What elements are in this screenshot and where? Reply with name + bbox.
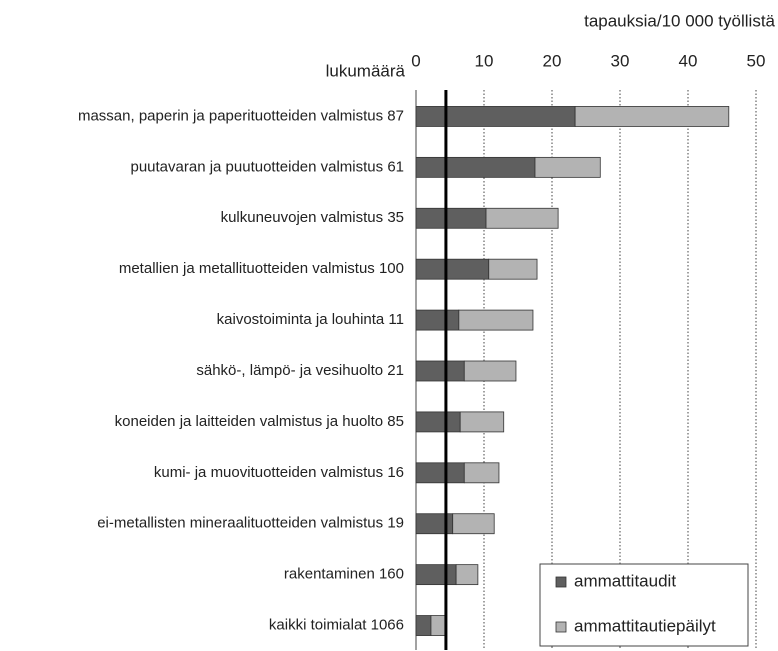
x-tick-label: 20 bbox=[543, 51, 562, 70]
category-label: ei-metallisten mineraalituotteiden valmi… bbox=[97, 515, 404, 532]
bar-segment bbox=[415, 106, 576, 127]
legend-swatch bbox=[555, 576, 567, 588]
x-tick-label: 40 bbox=[679, 51, 698, 70]
legend-box bbox=[539, 563, 749, 647]
x-tick-label: 50 bbox=[747, 51, 766, 70]
bar-segment bbox=[415, 360, 465, 382]
bar-segment bbox=[415, 258, 490, 280]
bar-segment bbox=[415, 156, 536, 178]
category-label: kaivostoiminta ja louhinta 11 bbox=[217, 311, 404, 328]
bar-segment bbox=[458, 309, 534, 331]
bar-segment bbox=[452, 513, 495, 535]
category-label: massan, paperin ja paperituotteiden valm… bbox=[78, 107, 404, 124]
bar-segment bbox=[415, 309, 460, 331]
bar-segment bbox=[415, 615, 432, 636]
category-label: sähkö-, lämpö- ja vesihuolto 21 bbox=[196, 362, 404, 379]
bar-segment bbox=[574, 106, 730, 127]
category-label: kulkuneuvojen valmistus 35 bbox=[221, 209, 404, 226]
x-axis-label: tapauksia/10 000 työllistä bbox=[584, 11, 775, 30]
category-label: puutavaran ja puutuotteiden valmistus 61 bbox=[130, 158, 404, 175]
bar-segment bbox=[459, 411, 505, 433]
category-label: kumi- ja muovituotteiden valmistus 16 bbox=[154, 464, 404, 481]
legend-label: ammattitaudit bbox=[574, 571, 676, 590]
bar-segment bbox=[534, 156, 601, 178]
x-tick-label: 10 bbox=[475, 51, 494, 70]
category-label: kaikki toimialat 1066 bbox=[269, 617, 404, 634]
bar-segment bbox=[463, 462, 500, 484]
bar-segment bbox=[415, 462, 465, 484]
bar-segment bbox=[415, 207, 487, 229]
category-label: koneiden ja laitteiden valmistus ja huol… bbox=[115, 413, 404, 430]
bar-segment bbox=[415, 564, 457, 586]
bar-segment bbox=[485, 207, 559, 229]
bar-segment bbox=[488, 258, 538, 280]
y-axis-label: lukumäärä bbox=[326, 61, 406, 80]
x-tick-label: 30 bbox=[611, 51, 630, 70]
x-tick-label: 0 bbox=[411, 51, 420, 70]
category-label: metallien ja metallituotteiden valmistus… bbox=[119, 260, 404, 277]
legend-swatch bbox=[555, 621, 567, 633]
bar-segment bbox=[455, 564, 479, 586]
bar-segment bbox=[430, 615, 447, 636]
category-label: rakentaminen 160 bbox=[284, 566, 404, 583]
bar-segment bbox=[463, 360, 517, 382]
legend-label: ammattitautiepäilyt bbox=[574, 616, 716, 635]
bar-segment bbox=[415, 411, 461, 433]
